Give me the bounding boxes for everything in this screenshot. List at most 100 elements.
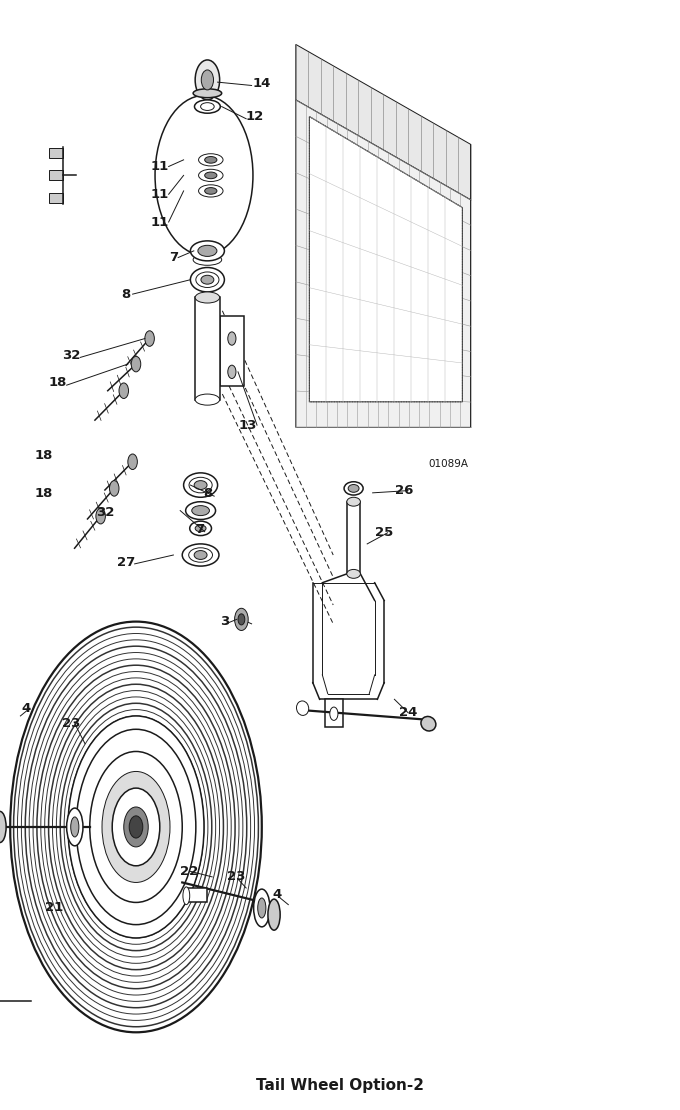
Ellipse shape: [0, 811, 6, 842]
Bar: [49, 148, 63, 158]
Circle shape: [112, 788, 160, 866]
Ellipse shape: [201, 275, 214, 284]
Text: 27: 27: [117, 556, 135, 569]
Ellipse shape: [195, 292, 220, 303]
Text: 14: 14: [252, 77, 271, 90]
Ellipse shape: [205, 188, 217, 194]
Ellipse shape: [188, 547, 212, 562]
Text: 3: 3: [220, 615, 229, 628]
Bar: [347, 502, 360, 574]
Text: 26: 26: [395, 484, 414, 497]
Ellipse shape: [205, 172, 217, 179]
Ellipse shape: [296, 700, 309, 716]
Ellipse shape: [199, 153, 223, 166]
Text: 8: 8: [203, 487, 212, 501]
Circle shape: [128, 454, 137, 470]
Ellipse shape: [268, 899, 280, 930]
Circle shape: [10, 622, 262, 1032]
Circle shape: [109, 481, 119, 496]
Ellipse shape: [194, 100, 220, 113]
Ellipse shape: [258, 898, 266, 918]
Bar: [49, 193, 63, 202]
Circle shape: [14, 627, 258, 1027]
Ellipse shape: [193, 254, 222, 265]
Ellipse shape: [183, 887, 190, 905]
Ellipse shape: [198, 245, 217, 256]
Circle shape: [145, 331, 154, 346]
Circle shape: [96, 508, 105, 524]
Polygon shape: [292, 44, 473, 455]
Circle shape: [124, 807, 148, 847]
Text: 25: 25: [375, 526, 393, 539]
Text: Tail Wheel Option-2: Tail Wheel Option-2: [256, 1078, 424, 1093]
Polygon shape: [309, 117, 462, 402]
Ellipse shape: [194, 551, 207, 559]
Text: 12: 12: [246, 110, 264, 123]
Polygon shape: [296, 100, 471, 427]
Circle shape: [201, 70, 214, 90]
Ellipse shape: [71, 817, 79, 837]
Ellipse shape: [193, 89, 222, 98]
Bar: [186, 888, 207, 902]
Circle shape: [235, 608, 248, 630]
Ellipse shape: [195, 525, 206, 532]
Text: 8: 8: [121, 287, 131, 301]
Text: 23: 23: [227, 870, 246, 884]
Text: 11: 11: [151, 215, 169, 229]
Ellipse shape: [344, 482, 363, 495]
Ellipse shape: [194, 481, 207, 490]
Text: 7: 7: [194, 523, 204, 536]
Ellipse shape: [201, 102, 214, 110]
Ellipse shape: [189, 477, 212, 493]
Ellipse shape: [195, 394, 220, 405]
Polygon shape: [296, 44, 471, 200]
Text: 18: 18: [48, 376, 67, 390]
Ellipse shape: [421, 716, 436, 731]
Text: 18: 18: [35, 487, 54, 501]
Ellipse shape: [190, 268, 224, 292]
Bar: [195, 297, 220, 400]
Polygon shape: [220, 316, 244, 386]
Circle shape: [90, 751, 182, 902]
Circle shape: [330, 707, 338, 720]
Circle shape: [228, 365, 236, 379]
Text: 32: 32: [62, 349, 81, 362]
Ellipse shape: [347, 569, 360, 578]
Ellipse shape: [348, 484, 359, 493]
Ellipse shape: [186, 502, 216, 519]
Bar: [325, 699, 343, 727]
Circle shape: [102, 771, 170, 882]
Text: 24: 24: [398, 706, 418, 719]
Circle shape: [195, 60, 220, 100]
Ellipse shape: [199, 169, 223, 181]
Ellipse shape: [190, 241, 224, 261]
Circle shape: [129, 816, 143, 838]
Circle shape: [68, 716, 204, 938]
Ellipse shape: [205, 157, 217, 163]
Ellipse shape: [199, 184, 223, 198]
Text: 13: 13: [239, 418, 258, 432]
Circle shape: [76, 729, 196, 925]
Bar: [49, 170, 63, 180]
Circle shape: [155, 95, 253, 255]
Ellipse shape: [67, 808, 83, 846]
Circle shape: [119, 383, 129, 398]
Ellipse shape: [182, 544, 219, 566]
Circle shape: [238, 614, 245, 625]
Text: 11: 11: [151, 160, 169, 173]
Text: 01089A: 01089A: [429, 458, 469, 470]
Text: 4: 4: [21, 702, 31, 715]
Ellipse shape: [192, 505, 209, 515]
Circle shape: [131, 356, 141, 372]
Text: 32: 32: [96, 506, 115, 519]
Text: 22: 22: [180, 865, 198, 878]
Ellipse shape: [254, 889, 270, 927]
Text: 4: 4: [273, 888, 282, 901]
Ellipse shape: [184, 473, 218, 497]
Text: 23: 23: [62, 717, 81, 730]
Ellipse shape: [190, 522, 211, 536]
Circle shape: [228, 332, 236, 345]
Ellipse shape: [196, 272, 219, 287]
Text: 11: 11: [151, 188, 169, 201]
Text: 18: 18: [35, 448, 54, 462]
